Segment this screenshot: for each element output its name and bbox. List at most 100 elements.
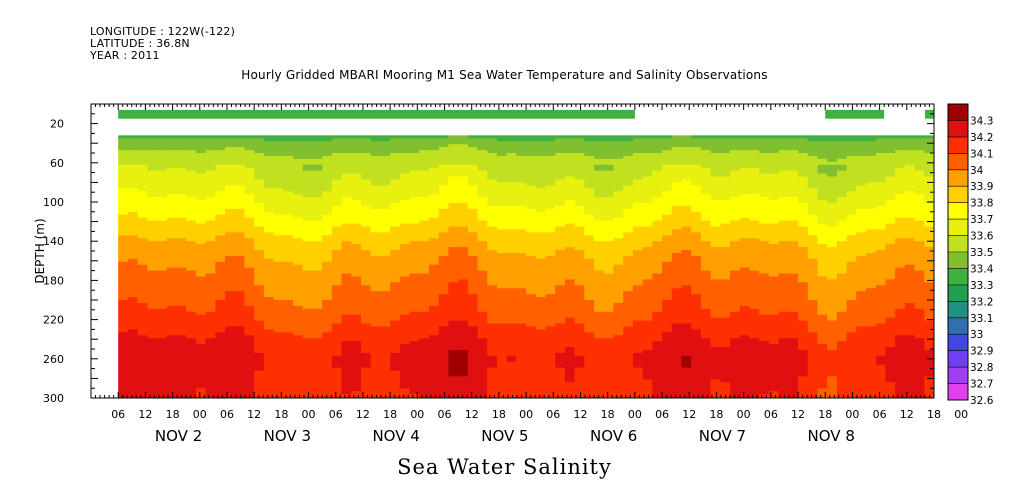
salinity-cell (399, 332, 411, 336)
salinity-cell (176, 335, 187, 339)
salinity-cell (215, 388, 226, 392)
salinity-cell (642, 332, 653, 336)
salinity-cell (438, 288, 450, 292)
salinity-cell (613, 276, 624, 281)
salinity-cell (487, 300, 498, 304)
salinity-cell (312, 229, 323, 233)
salinity-cell (623, 320, 634, 325)
salinity-cell (263, 205, 275, 210)
salinity-cell (360, 279, 372, 283)
salinity-cell (341, 158, 352, 163)
salinity-cell (302, 200, 314, 204)
salinity-cell (331, 197, 343, 201)
salinity-cell (244, 252, 255, 257)
salinity-cell (205, 247, 216, 251)
salinity-cell (467, 188, 479, 192)
salinity-cell (526, 258, 537, 263)
salinity-cell (360, 232, 372, 236)
salinity-cell (419, 341, 430, 345)
salinity-cell (506, 294, 517, 298)
salinity-cell (428, 291, 440, 295)
salinity-cell (448, 267, 459, 272)
salinity-cell (176, 155, 187, 160)
salinity-cell (613, 370, 624, 375)
salinity-cell (603, 294, 615, 298)
salinity-cell (584, 294, 595, 298)
salinity-cell (186, 141, 197, 145)
salinity-cell (623, 335, 634, 339)
salinity-cell (438, 388, 450, 392)
salinity-cell (409, 285, 420, 289)
salinity-cell (254, 349, 265, 354)
salinity-cell (176, 241, 187, 245)
salinity-cell (516, 258, 527, 263)
salinity-cell (225, 323, 236, 328)
salinity-cell (176, 382, 187, 386)
salinity-cell (254, 235, 265, 239)
salinity-cell (380, 352, 391, 357)
salinity-cell (594, 214, 605, 219)
salinity-cell (380, 205, 391, 210)
salinity-cell (526, 388, 537, 392)
salinity-cell (254, 358, 265, 363)
salinity-cell (584, 179, 595, 183)
salinity-cell (642, 344, 653, 348)
salinity-cell (574, 170, 585, 175)
salinity-cell (176, 232, 187, 236)
salinity-cell (351, 217, 362, 222)
salinity-cell (438, 200, 450, 204)
salinity-cell (370, 373, 382, 378)
salinity-cell (195, 191, 207, 195)
salinity-cell (564, 235, 576, 239)
salinity-cell (594, 379, 605, 383)
salinity-cell (535, 205, 547, 210)
salinity-cell (438, 141, 450, 145)
salinity-cell (438, 264, 450, 269)
salinity-cell (176, 167, 187, 172)
salinity-cell (419, 252, 430, 257)
salinity-cell (458, 176, 469, 181)
salinity-cell (642, 320, 653, 325)
salinity-cell (380, 355, 391, 360)
salinity-cell (254, 182, 265, 186)
salinity-cell (137, 364, 148, 369)
salinity-cell (623, 232, 634, 236)
salinity-cell (623, 358, 634, 363)
salinity-cell (312, 226, 323, 231)
salinity-cell (477, 255, 488, 260)
salinity-cell (137, 247, 148, 251)
salinity-cell (584, 264, 595, 269)
salinity-cell (351, 352, 362, 357)
salinity-cell (195, 258, 207, 263)
salinity-cell (390, 220, 401, 225)
salinity-cell (254, 302, 265, 307)
salinity-cell (419, 355, 430, 360)
salinity-cell (312, 305, 323, 310)
salinity-cell (594, 367, 605, 372)
salinity-cell (341, 270, 352, 275)
salinity-cell (147, 332, 158, 336)
salinity-cell (467, 194, 479, 198)
salinity-cell (166, 244, 178, 248)
salinity-cell (535, 317, 547, 322)
salinity-cell (147, 185, 158, 189)
salinity-cell (370, 267, 382, 272)
salinity-cell (564, 297, 576, 301)
salinity-cell (360, 364, 372, 369)
salinity-cell (127, 288, 139, 292)
salinity-cell (516, 247, 527, 251)
salinity-cell (526, 197, 537, 201)
salinity-cell (516, 344, 527, 348)
salinity-cell (205, 191, 216, 195)
salinity-cell (409, 147, 420, 151)
salinity-cell (545, 161, 556, 166)
salinity-cell (176, 147, 187, 151)
salinity-cell (205, 276, 216, 281)
salinity-cell (312, 261, 323, 266)
salinity-cell (127, 220, 139, 225)
salinity-cell (613, 382, 624, 386)
salinity-cell (360, 247, 372, 251)
salinity-cell (623, 208, 634, 213)
salinity-cell (263, 150, 275, 154)
salinity-cell (166, 176, 178, 181)
